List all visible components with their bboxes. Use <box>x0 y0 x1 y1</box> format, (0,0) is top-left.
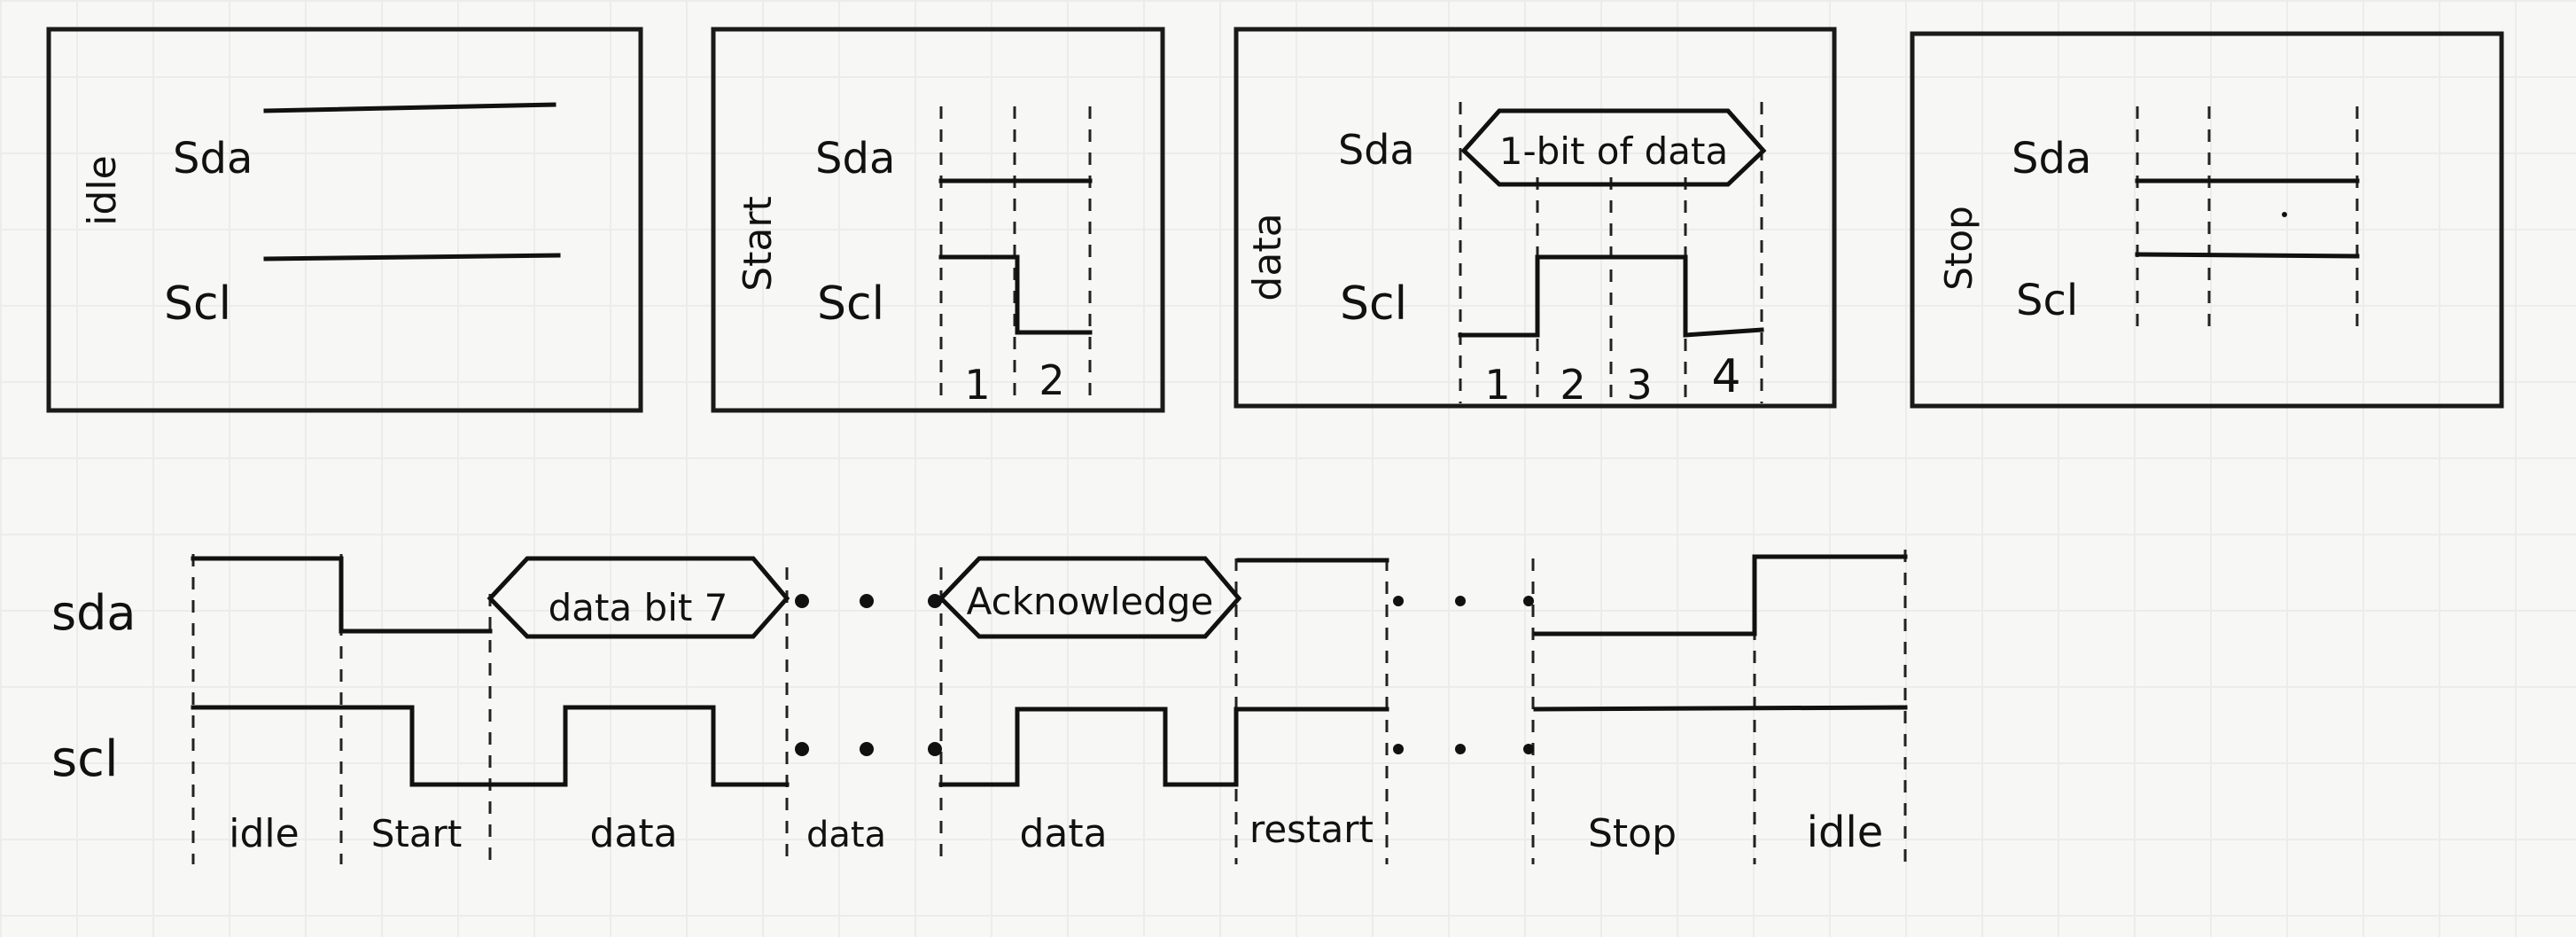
panel-start-frame <box>711 27 1165 413</box>
timeline-scl-label: scl <box>51 730 119 788</box>
panel-start-tick-1: 1 <box>964 361 990 409</box>
timeline-sda-idle-start <box>191 556 493 634</box>
panel-data-sda-label: Sda <box>1338 126 1415 174</box>
panel-stop-speck <box>2282 212 2287 217</box>
panel-stop-scl-line <box>2135 252 2360 259</box>
timeline-sda-gap-dot-1 <box>1393 596 1404 606</box>
panel-start-sda-label: Sda <box>815 134 895 183</box>
timeline-phase-data-2: data <box>806 815 886 855</box>
panel-stop-scl-label: Scl <box>2016 276 2078 325</box>
timeline-sda-gap-dot-2 <box>1455 596 1466 606</box>
timeline-sda-stop-idle <box>1533 554 1908 636</box>
panel-idle-sda-line <box>263 102 556 113</box>
timeline-phase-idle-1: idle <box>229 811 299 856</box>
panel-idle: idle Sda Scl <box>46 27 643 413</box>
timeline-sda-gap-dot-3 <box>1523 596 1534 606</box>
panel-start-tick-2: 2 <box>1039 356 1064 404</box>
panel-stop: Stop Sda Scl <box>1910 31 2504 409</box>
timeline-scl-ellipsis-dot-2 <box>860 742 874 756</box>
timeline-scl-stop-idle <box>1533 705 1908 712</box>
panel-stop-frame <box>1910 31 2504 409</box>
timeline-scl-ellipsis-dot-3 <box>928 742 942 756</box>
panel-data-tick-4: 4 <box>1711 350 1740 403</box>
panel-data-tick-3: 3 <box>1626 361 1652 409</box>
timeline-phase-data-3: data <box>1019 811 1107 856</box>
timeline-scl-data-restart <box>938 707 1389 787</box>
timeline-phase-data-1: data <box>589 811 677 856</box>
timeline-scl-gap-dot-1 <box>1393 744 1404 754</box>
panel-start-scl-label: Scl <box>817 277 884 331</box>
timeline-data-bit-label: data bit 7 <box>549 586 728 629</box>
timeline-sda-ellipsis-dot-2 <box>860 594 874 608</box>
panel-start-scl-line <box>938 254 1093 335</box>
timeline: sda scl data bit 7 Acknowledge <box>51 550 1908 864</box>
timeline-phase-start: Start <box>371 812 463 855</box>
timeline-phase-restart: restart <box>1249 808 1374 851</box>
panel-idle-frame <box>46 27 643 413</box>
panel-data-frame <box>1234 27 1837 409</box>
timeline-data-bit-bubble <box>486 556 790 639</box>
panel-idle-sda-label: Sda <box>173 134 253 183</box>
panel-stop-sda-label: Sda <box>2012 134 2091 183</box>
timeline-phase-idle-2: idle <box>1807 808 1884 857</box>
panel-data-scl-label: Scl <box>1340 277 1407 331</box>
panel-start: Start Sda Scl 1 2 <box>711 27 1165 413</box>
timeline-sda-ellipsis-dot-3 <box>928 594 942 608</box>
panel-idle-scl-line <box>263 253 561 262</box>
panel-data-tick-1: 1 <box>1484 361 1510 409</box>
timeline-ack-label: Acknowledge <box>967 580 1214 623</box>
timeline-scl-gap-dot-2 <box>1455 744 1466 754</box>
timeline-scl-idle-start-data <box>191 705 790 787</box>
timeline-sda-ellipsis-dot-1 <box>795 594 809 608</box>
timeline-scl-ellipsis-dot-1 <box>795 742 809 756</box>
panel-data-scl-line <box>1458 254 1764 338</box>
panel-data-title: data <box>1245 213 1290 301</box>
panel-idle-title: idle <box>80 155 125 225</box>
panel-data-tick-2: 2 <box>1560 361 1585 409</box>
timeline-ack-bubble <box>938 556 1242 639</box>
timeline-sda-label: sda <box>51 585 136 641</box>
panel-start-title: Start <box>735 196 781 292</box>
panel-stop-title: Stop <box>1937 206 1981 290</box>
panel-data-bubble-label: 1-bit of data <box>1499 129 1728 173</box>
timeline-phase-stop: Stop <box>1588 811 1677 856</box>
panel-data-bit-bubble <box>1460 108 1767 187</box>
panel-data: data Sda Scl 1-bit of data 1 2 3 4 <box>1234 27 1837 409</box>
timeline-scl-gap-dot-3 <box>1523 744 1534 754</box>
panel-idle-scl-label: Scl <box>164 277 231 331</box>
